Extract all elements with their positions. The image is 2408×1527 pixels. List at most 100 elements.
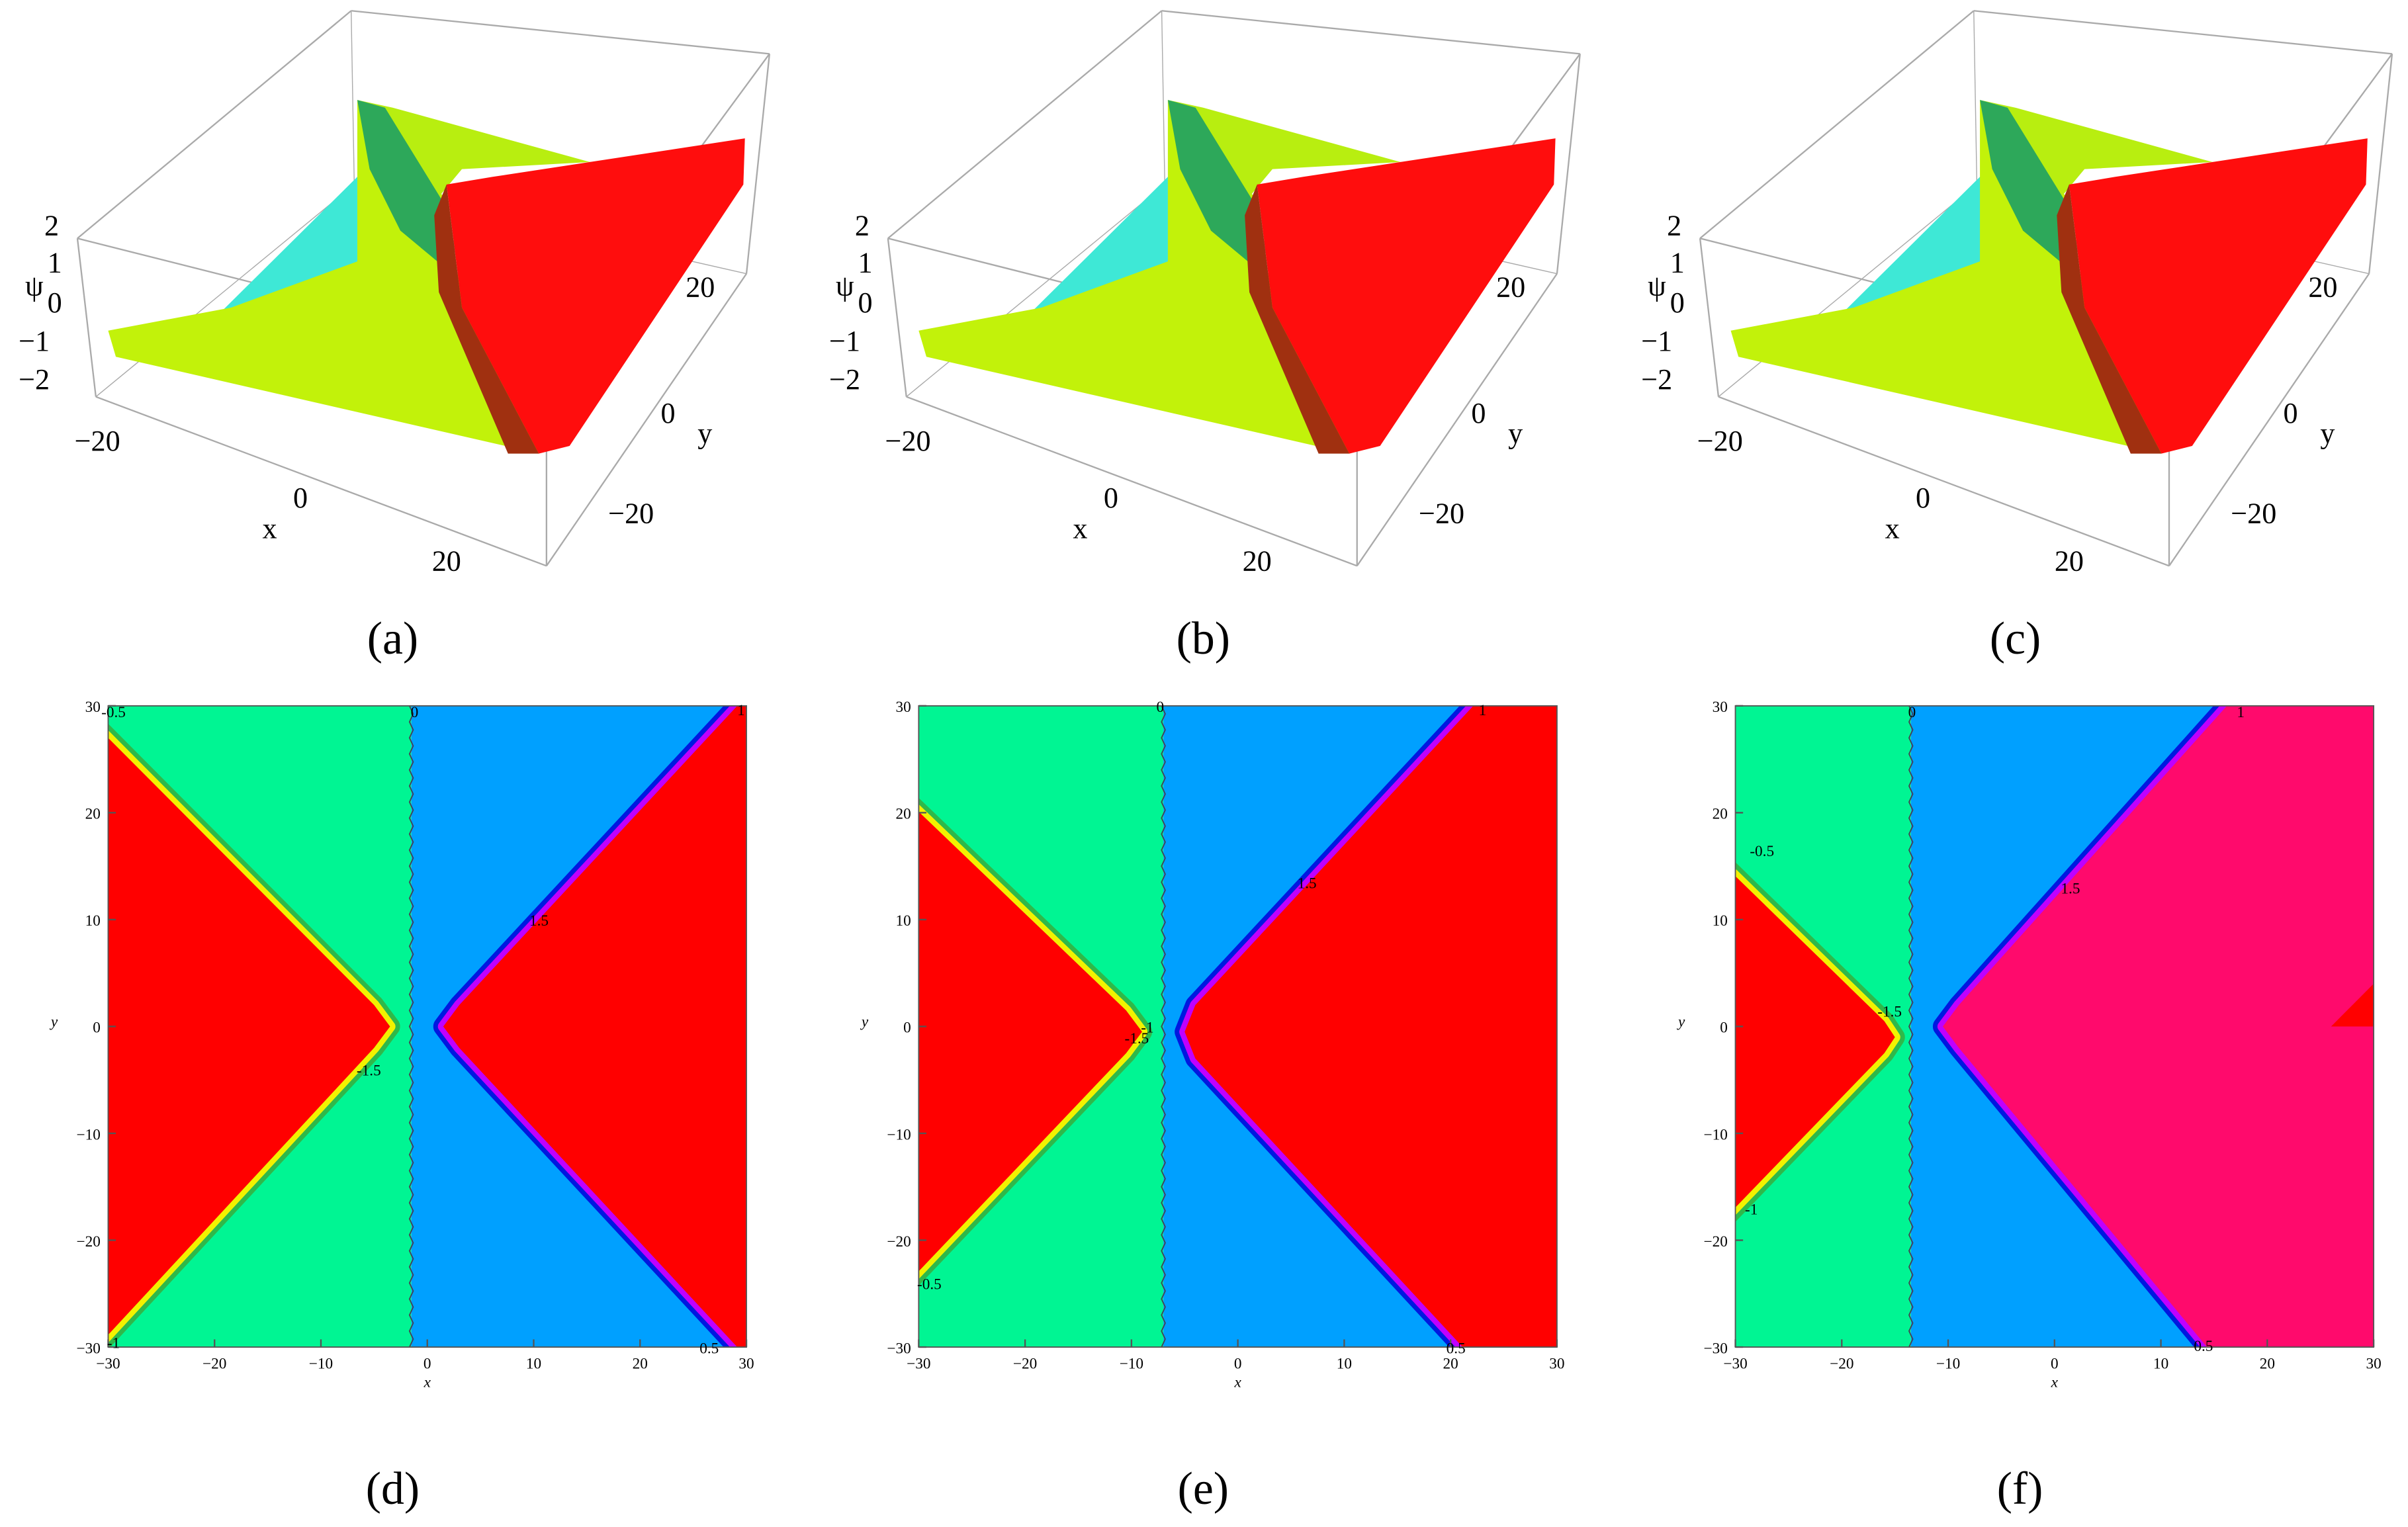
red-surface bbox=[2069, 138, 2368, 454]
x-tick-label: 20 bbox=[432, 545, 461, 577]
contour-label: 0 bbox=[1156, 699, 1164, 716]
x-tick-label: −20 bbox=[202, 1356, 226, 1373]
contour-label: -1.5 bbox=[1125, 1030, 1149, 1047]
y-tick-label: 0 bbox=[1720, 1020, 1728, 1037]
y-tick-label: 0 bbox=[1471, 397, 1486, 429]
z-tick-label: −2 bbox=[19, 363, 50, 396]
left-region bbox=[918, 811, 1142, 1272]
plot-area bbox=[918, 705, 1557, 1348]
x-tick-label: 0 bbox=[1234, 1356, 1242, 1373]
y-tick-label: 20 bbox=[2308, 271, 2337, 304]
contour-label: -1 bbox=[107, 1334, 120, 1352]
red-surface bbox=[446, 138, 745, 454]
z-tick-label: 1 bbox=[1670, 246, 1685, 279]
x-axis-label: x bbox=[262, 512, 277, 545]
x-tick-label: 0 bbox=[293, 482, 308, 514]
right-region bbox=[1184, 705, 1557, 1348]
z-axis-label: ψ bbox=[836, 269, 854, 302]
y-tick-label: 10 bbox=[85, 912, 101, 930]
y-tick-label: −20 bbox=[1704, 1233, 1728, 1250]
zero-contour bbox=[408, 705, 414, 1348]
x-tick-label: 0 bbox=[1916, 482, 1930, 514]
left-region bbox=[108, 738, 390, 1335]
box-edge bbox=[1161, 11, 1165, 185]
z-tick-label: 1 bbox=[858, 246, 873, 279]
x-tick-label: −20 bbox=[885, 425, 931, 457]
band bbox=[437, 705, 745, 1348]
green-wall bbox=[357, 100, 447, 269]
x-tick-label: 20 bbox=[2260, 1356, 2275, 1373]
contour-label: -1.5 bbox=[1877, 1004, 1902, 1021]
y-axis-label: y bbox=[1508, 417, 1523, 449]
x-tick-label: 30 bbox=[2366, 1356, 2381, 1373]
contour-label: 0 bbox=[411, 704, 419, 721]
z-tick-label: 1 bbox=[48, 246, 62, 279]
box-edge bbox=[1699, 238, 1720, 397]
z-tick-label: 2 bbox=[855, 210, 870, 242]
contour-label: 0.5 bbox=[2194, 1338, 2213, 1355]
x-tick-label: −10 bbox=[1936, 1356, 1960, 1373]
zero-contour bbox=[1908, 705, 1914, 1348]
z-tick-label: −1 bbox=[19, 325, 50, 357]
y-tick-label: 0 bbox=[903, 1020, 911, 1037]
x-tick-label: −10 bbox=[1120, 1356, 1143, 1373]
y-axis-label: y bbox=[860, 1013, 869, 1030]
contour-label: 1.5 bbox=[2061, 881, 2080, 898]
y-tick-label: −10 bbox=[1704, 1126, 1728, 1143]
z-tick-label: 0 bbox=[48, 286, 62, 319]
box-edge bbox=[887, 238, 907, 397]
panel-label: (d) bbox=[366, 1463, 420, 1514]
x-tick-label: 30 bbox=[1549, 1356, 1564, 1373]
box-edge bbox=[2168, 273, 2370, 566]
x-tick-label: −30 bbox=[1723, 1356, 1747, 1373]
box-edge bbox=[745, 54, 771, 274]
contour-plot: −30 30 −20 20 −10 10 0 0 10 −10 20 −20 30 −30 x y -0.5 0 1… bbox=[50, 699, 754, 1514]
y-axis-label: y bbox=[697, 417, 712, 449]
panel-label: (c) bbox=[1990, 613, 2041, 664]
contour-label: -0.5 bbox=[101, 704, 126, 721]
y-tick-label: 30 bbox=[85, 699, 101, 716]
panel-label: (b) bbox=[1177, 613, 1230, 664]
z-tick-label: −1 bbox=[829, 325, 860, 357]
contour-plot: −30 30 −20 20 −10 10 0 0 10 −10 20 −20 30 −30 x y 0 1 1.5 -… bbox=[1677, 699, 2382, 1514]
y-tick-label: −10 bbox=[887, 1126, 911, 1143]
y-tick-label: −20 bbox=[608, 497, 654, 529]
left-region bbox=[1735, 876, 1895, 1208]
contour-label: 0 bbox=[1908, 704, 1916, 721]
box-edge bbox=[76, 238, 97, 397]
y-tick-label: −30 bbox=[1704, 1340, 1728, 1357]
y-tick-label: 20 bbox=[686, 271, 715, 304]
y-tick-label: −30 bbox=[887, 1340, 911, 1357]
y-axis-label: y bbox=[50, 1013, 58, 1030]
plot-area bbox=[108, 705, 747, 1348]
box-edge bbox=[906, 396, 1358, 567]
y-tick-label: −20 bbox=[887, 1233, 911, 1250]
x-tick-label: −20 bbox=[1830, 1356, 1853, 1373]
y-tick-label: −30 bbox=[76, 1340, 100, 1357]
y-tick-label: 0 bbox=[93, 1020, 101, 1037]
box-edge bbox=[887, 10, 1163, 240]
x-tick-label: 10 bbox=[526, 1356, 541, 1373]
z-tick-label: 2 bbox=[1667, 210, 1681, 242]
y-tick-label: 20 bbox=[895, 806, 911, 823]
box-edge bbox=[1718, 396, 2170, 567]
contour-label: -1.5 bbox=[357, 1062, 381, 1079]
x-tick-label: 20 bbox=[633, 1356, 648, 1373]
red-surface bbox=[1257, 138, 1556, 454]
yellow-back bbox=[357, 100, 739, 216]
box-edge bbox=[1973, 11, 1978, 185]
z-tick-label: 2 bbox=[44, 210, 59, 242]
contour-label: -0.5 bbox=[1750, 843, 1774, 860]
box-edge bbox=[351, 10, 770, 55]
z-tick-label: 0 bbox=[858, 286, 873, 319]
contour-label: 0.5 bbox=[699, 1340, 719, 1357]
y-tick-label: 30 bbox=[895, 699, 911, 716]
right-region bbox=[443, 705, 747, 1348]
contour-label: 1.5 bbox=[529, 912, 549, 930]
x-tick-label: −30 bbox=[96, 1356, 120, 1373]
panel-label: (a) bbox=[367, 613, 418, 664]
red-shade bbox=[1245, 184, 1350, 454]
box-edge bbox=[350, 11, 355, 185]
z-axis-label: ψ bbox=[1648, 269, 1666, 302]
